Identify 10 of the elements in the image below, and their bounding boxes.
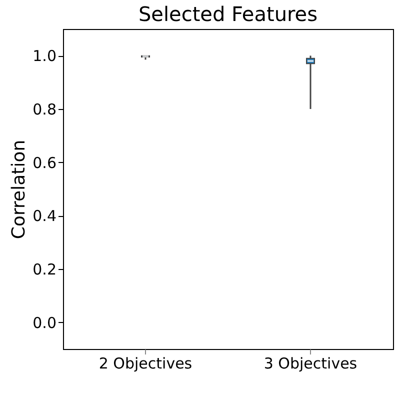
x-tick-label: 3 Objectives	[264, 354, 358, 372]
y-tick-label: 0.6	[32, 154, 56, 172]
y-tick-label: 0.0	[32, 314, 56, 332]
chart-title: Selected Features	[138, 2, 318, 26]
y-tick-label: 0.4	[32, 207, 56, 226]
x-tick-label: 2 Objectives	[98, 354, 192, 372]
y-axis-title: Correlation	[8, 140, 30, 240]
y-tick-label: 1.0	[32, 47, 56, 66]
y-tick-label: 0.2	[32, 260, 56, 278]
y-tick-label: 0.8	[32, 100, 56, 118]
